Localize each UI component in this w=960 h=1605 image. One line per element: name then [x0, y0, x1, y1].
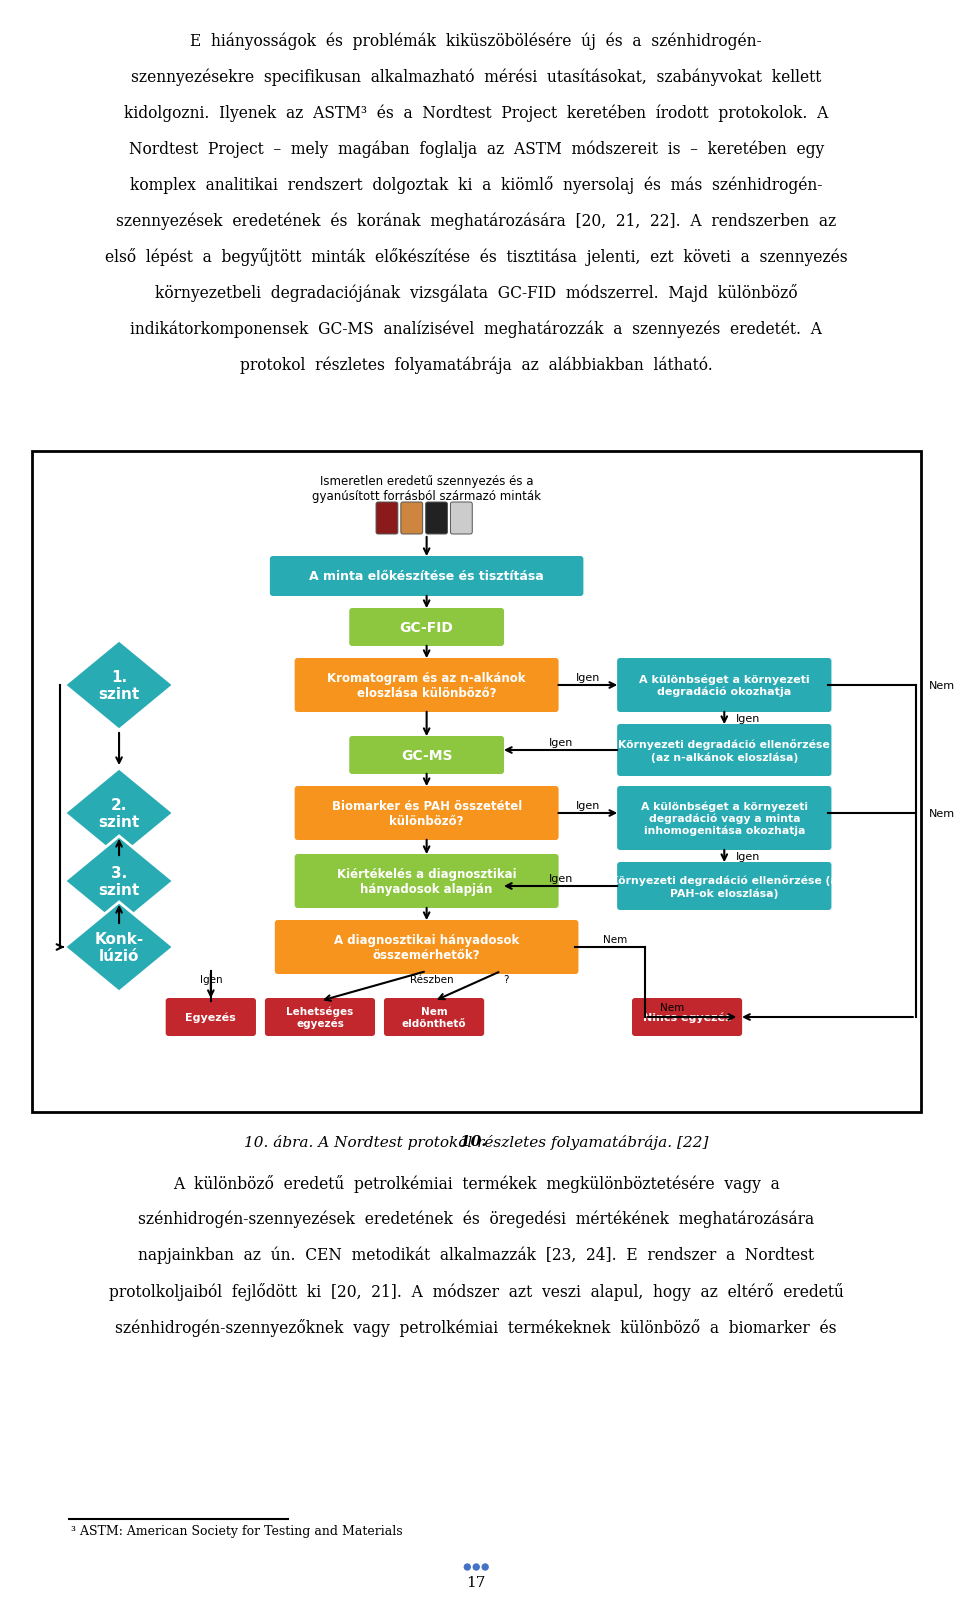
Polygon shape [64, 769, 174, 859]
Text: Konk-
lúzió: Konk- lúzió [94, 931, 144, 963]
Text: szénhidrogén-szennyezőknek  vagy  petrolkémiai  termékeknek  különböző  a  bioma: szénhidrogén-szennyezőknek vagy petrolké… [115, 1318, 837, 1337]
Text: első  lépést  a  begyűjtött  minták  előkészítése  és  tisztitása  jelenti,  ezt: első lépést a begyűjtött minták előkészí… [105, 247, 848, 266]
Text: Igen: Igen [576, 672, 600, 682]
FancyBboxPatch shape [384, 998, 484, 1037]
FancyBboxPatch shape [401, 502, 422, 534]
Text: kidolgozni.  Ilyenek  az  ASTM³  és  a  Nordtest  Project  keretében  írodott  p: kidolgozni. Ilyenek az ASTM³ és a Nordte… [124, 104, 828, 122]
FancyBboxPatch shape [265, 998, 375, 1037]
Text: Kromatogram és az n-alkánok
eloszlása különböző?: Kromatogram és az n-alkánok eloszlása kü… [327, 671, 526, 700]
Circle shape [482, 1563, 488, 1570]
FancyBboxPatch shape [295, 854, 559, 908]
Text: A  különböző  eredetű  petrolkémiai  termékek  megkülönböztetésére  vagy  a: A különböző eredetű petrolkémiai terméke… [173, 1175, 780, 1193]
Text: A különbséget a környezeti
degradáció okozhatja: A különbséget a környezeti degradáció ok… [639, 674, 809, 697]
Text: Igen: Igen [200, 974, 222, 984]
Text: indikátorkomponensek  GC-MS  analízisével  meghatározzák  a  szennyezés  eredeté: indikátorkomponensek GC-MS analízisével … [131, 319, 822, 337]
Text: 3.
szint: 3. szint [99, 865, 140, 897]
Text: Nem: Nem [660, 1003, 684, 1013]
Text: 10.: 10. [461, 1135, 492, 1148]
FancyBboxPatch shape [425, 502, 447, 534]
Text: Nem: Nem [928, 681, 955, 690]
Text: ³ ASTM: American Society for Testing and Materials: ³ ASTM: American Society for Testing and… [71, 1525, 403, 1538]
Text: Igen: Igen [548, 873, 573, 883]
Text: szennyezések  eredetének  és  korának  meghatározására  [20,  21,  22].  A  rend: szennyezések eredetének és korának megha… [116, 212, 836, 230]
FancyBboxPatch shape [632, 998, 742, 1037]
FancyBboxPatch shape [270, 557, 584, 597]
FancyBboxPatch shape [450, 502, 472, 534]
Text: Igen: Igen [576, 801, 600, 811]
FancyBboxPatch shape [295, 658, 559, 713]
Text: 17: 17 [467, 1575, 486, 1589]
FancyBboxPatch shape [376, 502, 397, 534]
Text: GC-MS: GC-MS [401, 748, 452, 762]
Polygon shape [64, 640, 174, 730]
Text: Nem: Nem [603, 934, 627, 944]
Text: Kiértékelés a diagnosztikai
hányadosok alapján: Kiértékelés a diagnosztikai hányadosok a… [337, 867, 516, 896]
Text: Biomarker és PAH összetétel
különböző?: Biomarker és PAH összetétel különböző? [331, 799, 521, 828]
Text: 10. ábra. A Nordtest protokol részletes folyamatábrája. [22]: 10. ábra. A Nordtest protokol részletes … [244, 1135, 708, 1149]
FancyBboxPatch shape [275, 920, 579, 974]
Text: komplex  analitikai  rendszert  dolgoztak  ki  a  kiömlő  nyersolaj  és  más  sz: komplex analitikai rendszert dolgoztak k… [130, 177, 823, 194]
FancyBboxPatch shape [617, 862, 831, 910]
FancyBboxPatch shape [349, 608, 504, 647]
FancyBboxPatch shape [32, 451, 921, 1112]
Text: környezetbeli  degradaciójának  vizsgálata  GC-FID  módszerrel.  Majd  különböző: környezetbeli degradaciójának vizsgálata… [155, 284, 798, 302]
Text: Környezeti degradáció ellenőrzése (a
PAH-ok eloszlása): Környezeti degradáció ellenőrzése (a PAH… [611, 875, 838, 899]
FancyBboxPatch shape [617, 658, 831, 713]
Text: Nem
eldönthető: Nem eldönthető [401, 1006, 467, 1029]
Text: Nincs egyezés: Nincs egyezés [643, 1013, 732, 1022]
Text: Egyezés: Egyezés [185, 1013, 236, 1022]
Text: A diagnosztikai hányadosok
összemérhetők?: A diagnosztikai hányadosok összemérhetők… [334, 934, 519, 961]
Text: Nem: Nem [928, 809, 955, 819]
Text: GC-FID: GC-FID [399, 621, 453, 634]
Text: szénhidrogén-szennyezések  eredetének  és  öregedési  mértékének  meghatározásár: szénhidrogén-szennyezések eredetének és … [138, 1210, 814, 1228]
Text: ?: ? [503, 974, 509, 984]
FancyBboxPatch shape [617, 786, 831, 851]
Text: A különbséget a környezeti
degradáció vagy a minta
inhomogenitása okozhatja: A különbséget a környezeti degradáció va… [640, 801, 807, 836]
FancyBboxPatch shape [617, 724, 831, 777]
Text: E  hiányosságok  és  problémák  kiküszöbölésére  új  és  a  szénhidrogén-: E hiányosságok és problémák kiküszöbölés… [190, 32, 762, 50]
Text: Részben: Részben [410, 974, 453, 984]
Text: Igen: Igen [548, 738, 573, 748]
Text: Környezeti degradáció ellenőrzése
(az n-alkánok eloszlása): Környezeti degradáció ellenőrzése (az n-… [618, 738, 830, 762]
Text: szennyezésekre  specifikusan  alkalmazható  mérési  utasításokat,  szabányvokat : szennyezésekre specifikusan alkalmazható… [132, 67, 822, 85]
FancyBboxPatch shape [166, 998, 256, 1037]
Text: 2.
szint: 2. szint [99, 798, 140, 830]
Text: Igen: Igen [736, 714, 760, 724]
Polygon shape [64, 836, 174, 926]
Text: Ismeretlen eredetű szennyezés és a
gyanúsított forrásból származó minták: Ismeretlen eredetű szennyezés és a gyanú… [312, 475, 541, 502]
Circle shape [473, 1563, 479, 1570]
FancyBboxPatch shape [295, 786, 559, 841]
Text: Igen: Igen [736, 852, 760, 862]
Polygon shape [64, 902, 174, 992]
Text: protokol  részletes  folyamatábrája  az  alábbiakban  látható.: protokol részletes folyamatábrája az alá… [240, 356, 712, 374]
Text: Nordtest  Project  –  mely  magában  foglalja  az  ASTM  módszereit  is  –  kere: Nordtest Project – mely magában foglalja… [129, 140, 824, 157]
Text: Lehetséges
egyezés: Lehetséges egyezés [286, 1006, 353, 1029]
Text: protolkoljaiból  fejlődött  ki  [20,  21].  A  módszer  azt  veszi  alapul,  hog: protolkoljaiból fejlődött ki [20, 21]. A… [108, 1282, 844, 1300]
Circle shape [465, 1563, 470, 1570]
Text: 1.
szint: 1. szint [99, 669, 140, 701]
Text: A minta előkészítése és tisztítása: A minta előkészítése és tisztítása [309, 570, 544, 583]
Text: napjainkban  az  ún.  CEN  metodikát  alkalmazzák  [23,  24].  E  rendszer  a  N: napjainkban az ún. CEN metodikát alkalma… [138, 1245, 814, 1263]
FancyBboxPatch shape [349, 737, 504, 775]
